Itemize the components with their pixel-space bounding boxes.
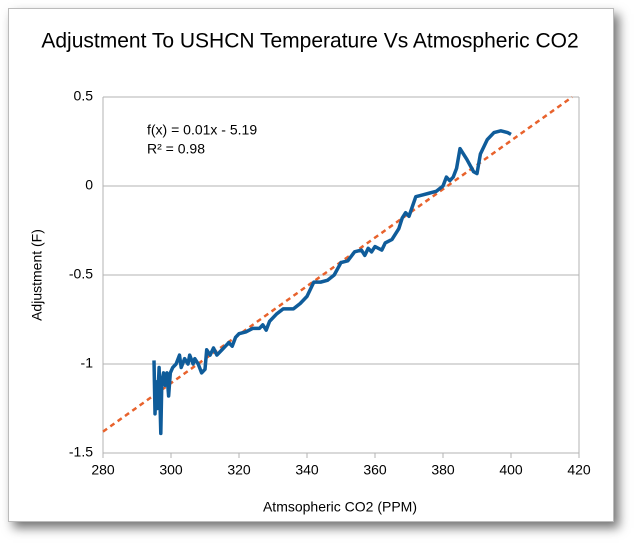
- y-tick-label: -1: [81, 355, 94, 371]
- x-tick-label: 320: [227, 462, 251, 478]
- y-axis-label: Adjustment (F): [29, 229, 45, 321]
- chart-title: Adjustment To USHCN Temperature Vs Atmos…: [41, 30, 578, 53]
- y-tick-label: 0: [85, 177, 93, 193]
- x-tick-label: 340: [295, 462, 319, 478]
- x-tick-label: 380: [431, 462, 455, 478]
- x-axis-label: Atmsopheric CO2 (PPM): [263, 499, 417, 515]
- x-tick-label: 280: [91, 462, 115, 478]
- equation: f(x) = 0.01x - 5.19: [147, 122, 257, 138]
- x-tick-label: 300: [159, 462, 183, 478]
- x-tick-label: 400: [499, 462, 523, 478]
- y-tick-label: 0.5: [74, 88, 94, 104]
- chart-card: [8, 8, 614, 522]
- trend-line: [102, 95, 573, 433]
- r-squared: R² = 0.98: [147, 141, 205, 157]
- y-tick-label: -0.5: [69, 266, 93, 282]
- y-tick-label: -1.5: [69, 444, 93, 460]
- x-tick-label: 360: [363, 462, 387, 478]
- x-tick-label: 420: [567, 462, 591, 478]
- data-line: [152, 129, 512, 436]
